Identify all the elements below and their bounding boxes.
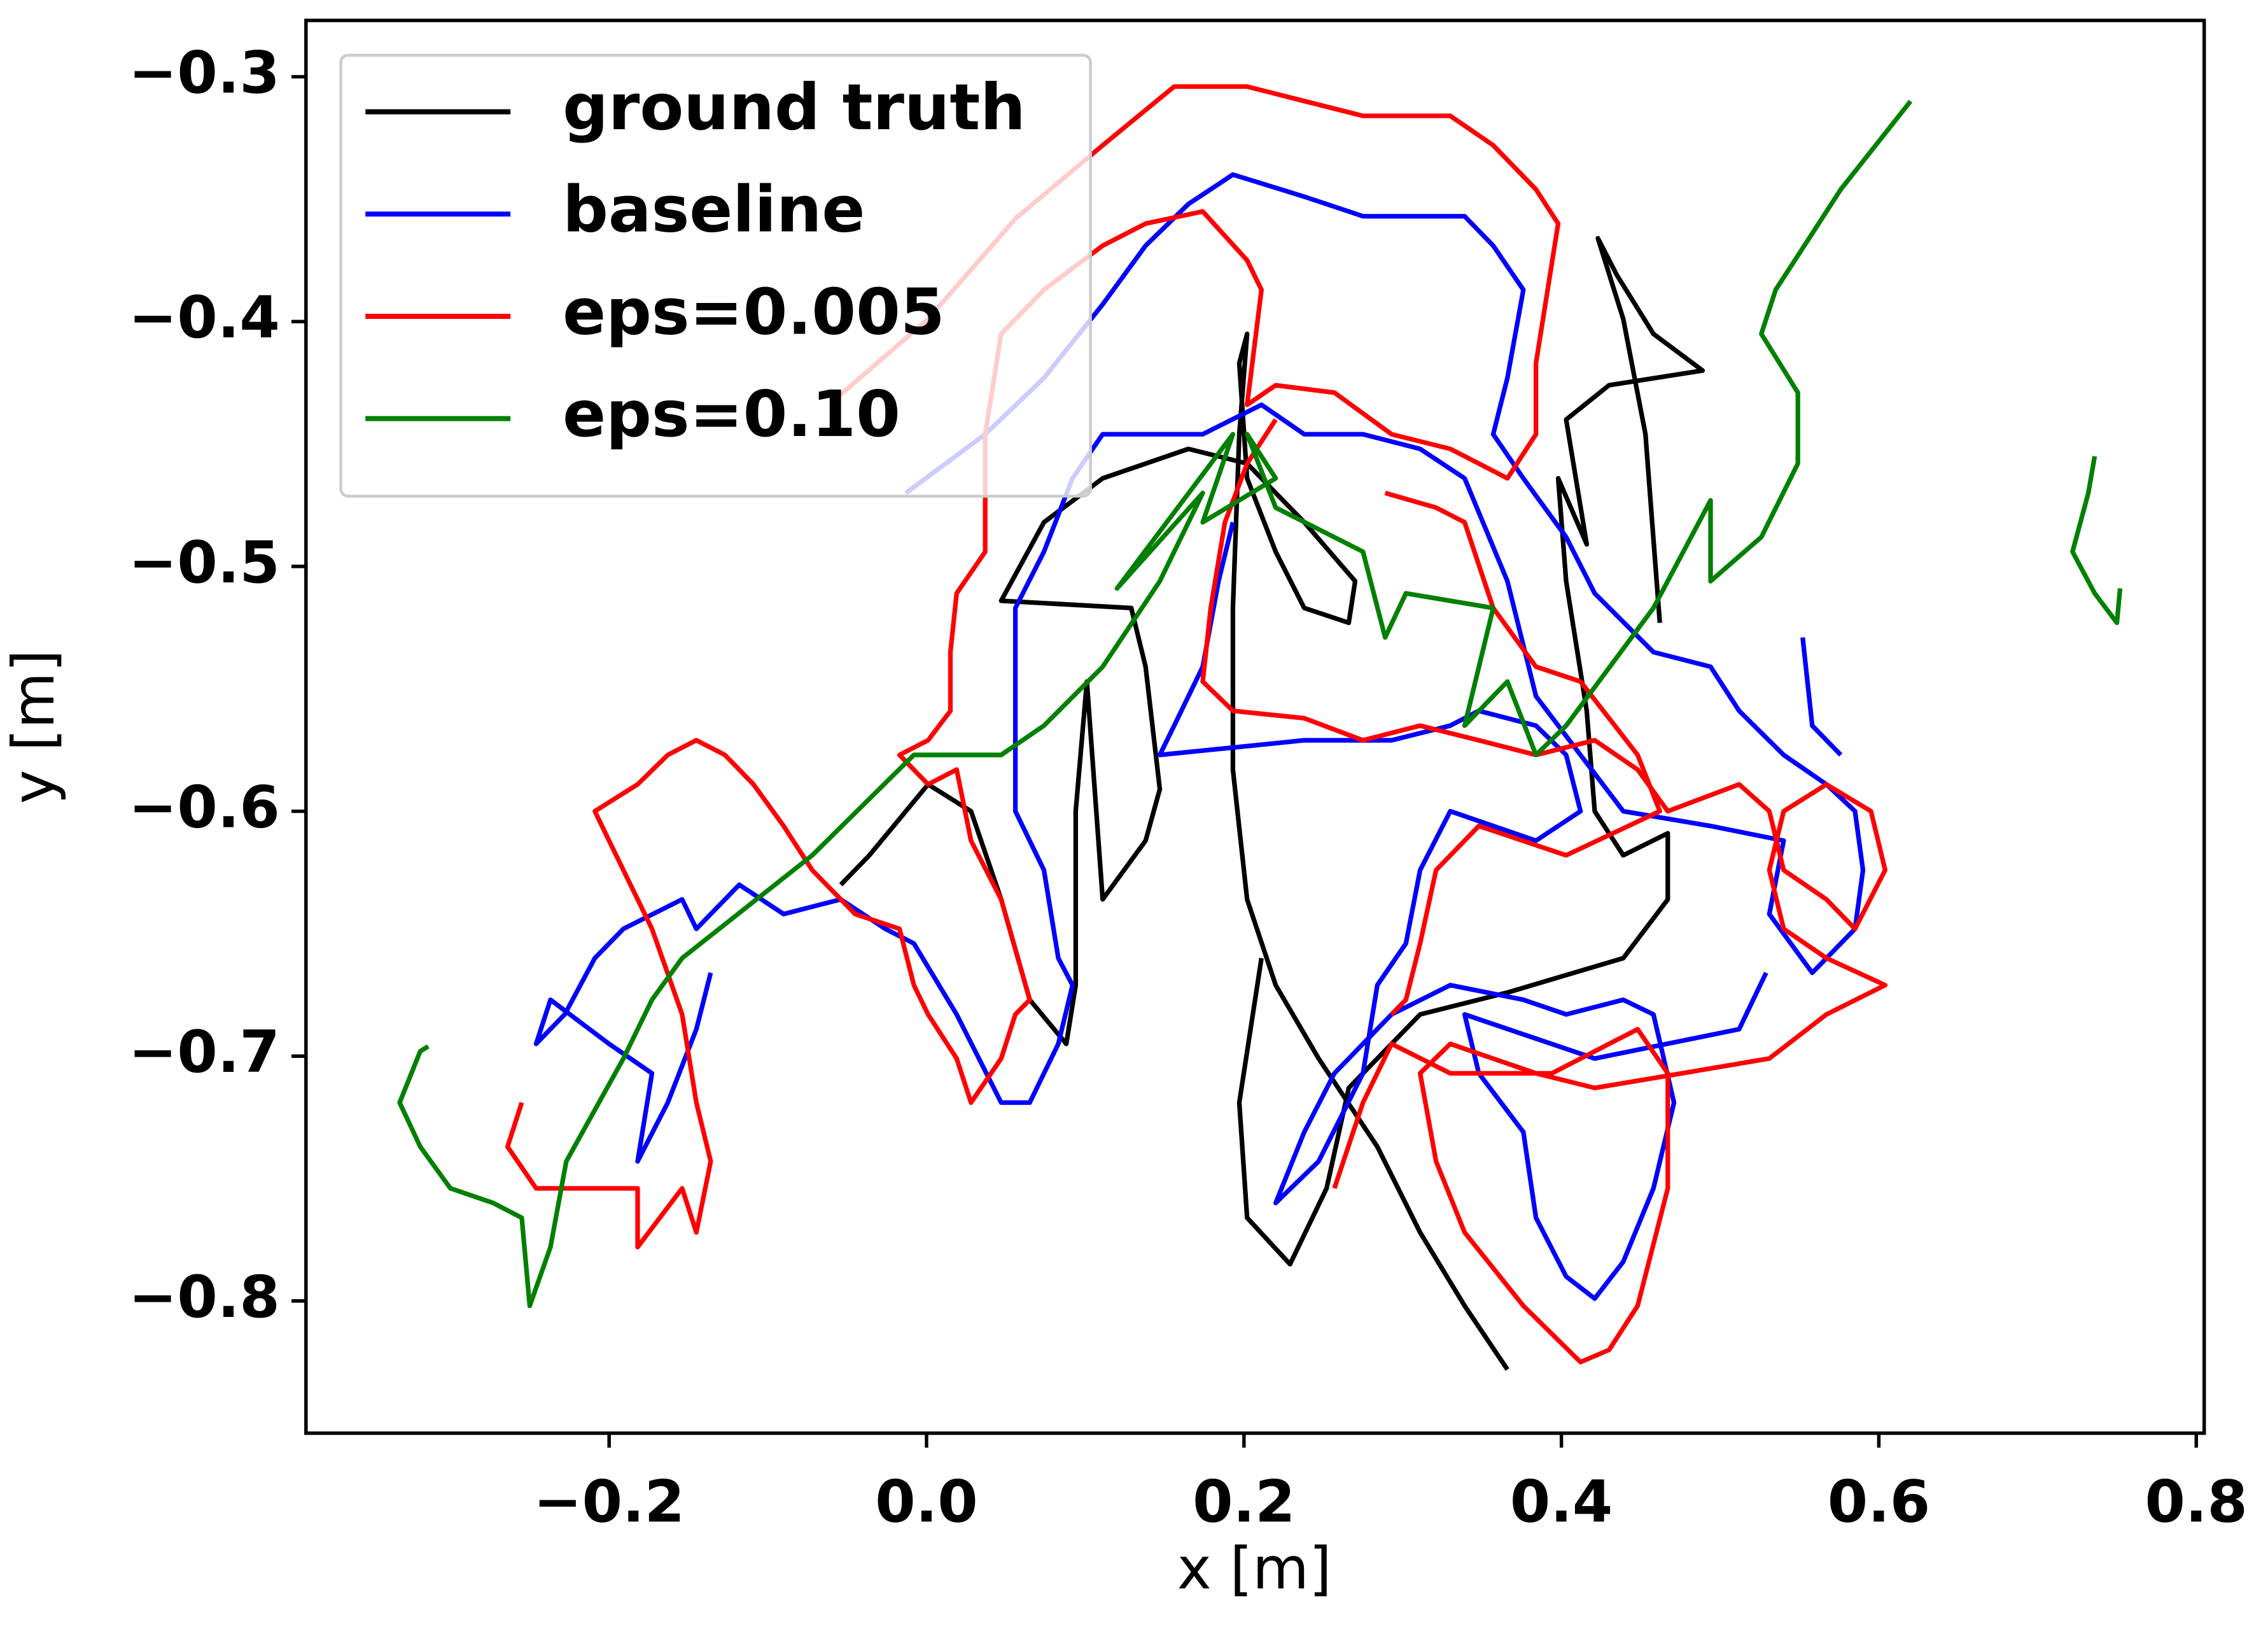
x-tick-label: 0.2 (1193, 1468, 1295, 1535)
y-tick-label: −0.4 (129, 284, 280, 351)
x-tick-label: 0.8 (2145, 1468, 2248, 1535)
series-line (397, 99, 2123, 1309)
x-tick-label: 0.4 (1510, 1468, 1613, 1535)
legend-label: eps=0.10 (563, 377, 900, 451)
series-line (505, 84, 1888, 1365)
plot-area (397, 84, 2123, 1371)
y-tick-label: −0.8 (129, 1263, 280, 1331)
x-axis-label: x [m] (1177, 1535, 1332, 1602)
legend-label: baseline (563, 172, 865, 247)
y-tick-label: −0.3 (129, 39, 280, 106)
x-tick-label: −0.2 (533, 1468, 685, 1535)
y-tick-label: −0.5 (129, 529, 280, 596)
axes-frame (304, 18, 2206, 1435)
x-tick-label: 0.6 (1828, 1468, 1930, 1535)
x-tick-label: 0.0 (875, 1468, 977, 1535)
legend-box (339, 53, 1092, 498)
y-tick-label: −0.7 (129, 1018, 280, 1086)
y-axis-label: y [m] (0, 649, 67, 804)
y-tick-label: −0.6 (129, 773, 280, 841)
legend: ground truth baseline eps=0.005 eps=0.10 (339, 53, 1092, 498)
legend-label: eps=0.005 (563, 274, 945, 349)
legend-label: ground truth (563, 70, 1025, 144)
